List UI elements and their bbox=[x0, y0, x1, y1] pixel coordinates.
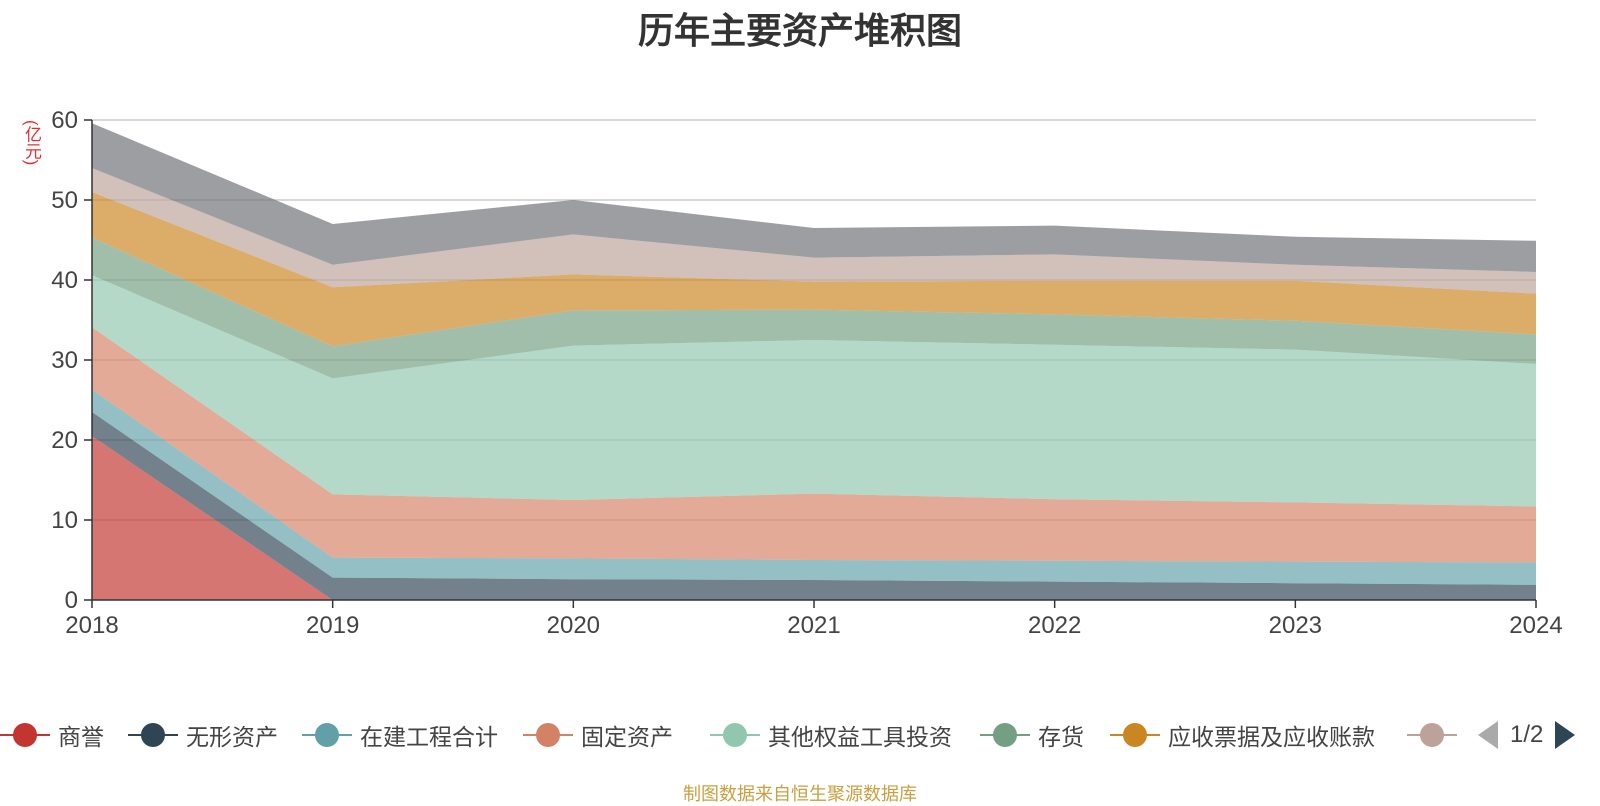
legend-marker-icon bbox=[1407, 715, 1457, 755]
area-series-应收票据及应收账款[interactable] bbox=[92, 192, 1536, 347]
x-tick-label: 2019 bbox=[306, 612, 359, 639]
y-tick-label: 40 bbox=[51, 267, 78, 294]
area-series-固定资产[interactable] bbox=[92, 327, 1536, 563]
legend-label: 固定资产 bbox=[581, 724, 673, 750]
legend-next-page-icon[interactable] bbox=[1555, 721, 1576, 749]
legend-item-fixed-assets[interactable]: 固定资产 bbox=[523, 715, 673, 755]
y-tick-label: 20 bbox=[51, 427, 78, 454]
legend-item-other-equity-investments[interactable]: 其他权益工具投资 bbox=[710, 715, 952, 755]
legend-marker-icon bbox=[1110, 715, 1160, 755]
legend-item-construction-in-progress[interactable]: 在建工程合计 bbox=[302, 715, 498, 755]
legend-label: 其他权益工具投资 bbox=[768, 724, 952, 750]
legend-marker-icon bbox=[0, 715, 50, 755]
legend-item-intangible-assets[interactable]: 无形资产 bbox=[128, 715, 278, 755]
legend-items: 商誉 无形资产 在建工程合计 固定资产 其他权益工具投资 存货 应收票据及应收账… bbox=[0, 715, 1462, 755]
area-series-商誉[interactable] bbox=[92, 436, 1536, 600]
y-tick-label: 10 bbox=[51, 507, 78, 534]
legend-item-receivables[interactable]: 应收票据及应收账款 bbox=[1110, 715, 1375, 755]
legend-label: 存货 bbox=[1038, 724, 1084, 750]
legend-item-inventory[interactable]: 存货 bbox=[980, 715, 1084, 755]
area-series-存货[interactable] bbox=[92, 237, 1536, 379]
y-tick-label: 30 bbox=[51, 347, 78, 374]
chart-title: 历年主要资产堆积图 bbox=[637, 10, 962, 51]
area-series-在建工程合计[interactable] bbox=[92, 389, 1536, 585]
legend-item-cash[interactable]: 货 bbox=[1407, 715, 1462, 755]
y-tick-label: 50 bbox=[51, 187, 78, 214]
y-tick-label: 0 bbox=[65, 587, 78, 614]
legend-label: 应收票据及应收账款 bbox=[1168, 724, 1375, 750]
x-tick-label: 2024 bbox=[1509, 612, 1562, 639]
area-series-其他权益工具投资[interactable] bbox=[92, 275, 1536, 507]
legend-page-indicator: 1/2 bbox=[1510, 721, 1544, 748]
legend-label: 无形资产 bbox=[186, 724, 278, 750]
legend-label: 商誉 bbox=[58, 724, 104, 750]
x-tick-label: 2021 bbox=[787, 612, 840, 639]
stacked-area-chart: 0 10 20 30 40 50 60 2018 2019 2020 2021 2022 2023 202… bbox=[51, 107, 1562, 639]
legend-item-goodwill[interactable]: 商誉 bbox=[0, 715, 104, 755]
legend-label: 在建工程合计 bbox=[360, 724, 498, 750]
legend-marker-icon bbox=[128, 715, 178, 755]
data-source-note: 制图数据来自恒生聚源数据库 bbox=[683, 784, 917, 804]
area-series-货币资金[interactable] bbox=[92, 168, 1536, 294]
legend-marker-icon bbox=[980, 715, 1030, 755]
legend-prev-page-icon[interactable] bbox=[1478, 721, 1498, 749]
y-tick-label: 60 bbox=[51, 107, 78, 134]
area-series-其他[interactable] bbox=[92, 123, 1536, 272]
legend-marker-icon bbox=[710, 715, 760, 755]
legend: 商誉 无形资产 在建工程合计 固定资产 其他权益工具投资 存货 应收票据及应收账… bbox=[0, 715, 1600, 755]
legend-marker-icon bbox=[302, 715, 352, 755]
legend-marker-icon bbox=[523, 715, 573, 755]
x-tick-label: 2022 bbox=[1028, 612, 1081, 639]
legend-pager: 1/2 bbox=[1478, 715, 1576, 755]
x-tick-label: 2018 bbox=[65, 612, 118, 639]
x-tick-label: 2023 bbox=[1269, 612, 1322, 639]
x-tick-label: 2020 bbox=[547, 612, 600, 639]
y-axis-unit: (亿元) bbox=[22, 120, 41, 166]
